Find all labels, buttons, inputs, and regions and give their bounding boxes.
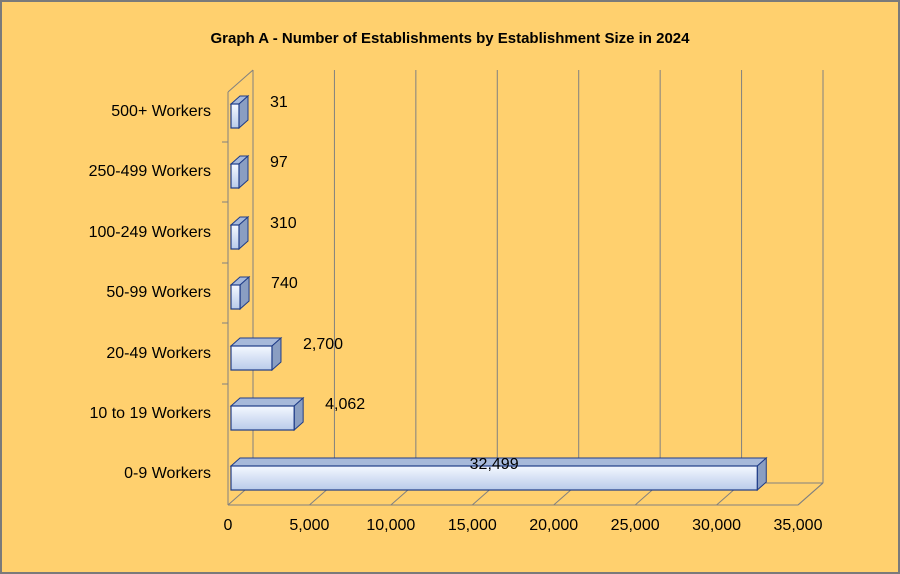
- bar: [230, 163, 240, 189]
- bar-group: [229, 215, 250, 251]
- x-tick-label: 10,000: [366, 517, 415, 534]
- bar: [230, 224, 240, 250]
- category-label: 100-249 Workers: [89, 224, 211, 241]
- bar-group: [229, 396, 305, 432]
- x-tick-label: 5,000: [289, 517, 329, 534]
- x-tick-label: 20,000: [529, 517, 578, 534]
- bar: [230, 345, 273, 371]
- chart-title: Graph A - Number of Establishments by Es…: [210, 30, 690, 47]
- category-label: 10 to 19 Workers: [89, 405, 211, 422]
- bar-top-face: [229, 397, 305, 407]
- category-label: 500+ Workers: [111, 103, 211, 120]
- category-label: 0-9 Workers: [124, 465, 211, 482]
- category-label: 250-499 Workers: [89, 163, 211, 180]
- category-label: 20-49 Workers: [106, 345, 211, 362]
- bar: [230, 465, 758, 491]
- x-tick-label: 35,000: [774, 517, 823, 534]
- x-tick-label: 0: [224, 517, 233, 534]
- x-tick-label: 25,000: [611, 517, 660, 534]
- floor-right-edge: [797, 482, 824, 506]
- data-label: 4,062: [325, 396, 365, 413]
- bar-group: [229, 154, 250, 190]
- grid-layer: [227, 70, 824, 506]
- data-label: 310: [270, 215, 297, 232]
- data-label: 97: [270, 154, 288, 171]
- label-layer: 500+ Workers 31 250-499 Workers 97 100-249 W…: [89, 94, 519, 482]
- bar: [230, 103, 240, 129]
- x-tick-label: 15,000: [448, 517, 497, 534]
- bar-group: [229, 456, 768, 492]
- data-label: 2,700: [303, 336, 343, 353]
- data-label: 32,499: [470, 456, 519, 473]
- bar-group: [229, 275, 251, 311]
- data-label: 740: [271, 275, 298, 292]
- bar-layer: [229, 94, 768, 492]
- wall-top-edge: [227, 69, 254, 93]
- category-label: 50-99 Workers: [106, 284, 211, 301]
- x-tick-label: 30,000: [692, 517, 741, 534]
- bar: [230, 405, 295, 431]
- bar: [230, 284, 241, 310]
- bar-group: [229, 336, 283, 372]
- bar-group: [229, 94, 250, 130]
- data-label: 31: [270, 94, 288, 111]
